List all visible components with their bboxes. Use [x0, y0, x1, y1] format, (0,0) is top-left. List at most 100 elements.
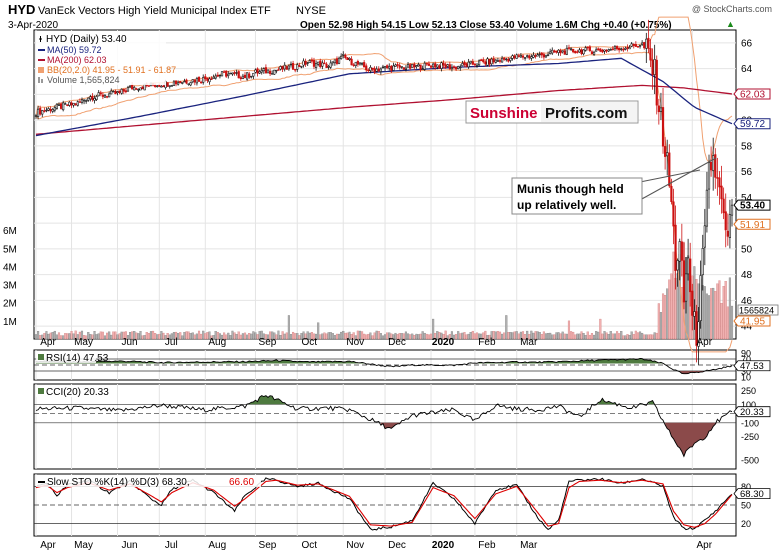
- candle-body: [730, 204, 734, 216]
- candle-body: [471, 61, 474, 65]
- candle-body: [363, 62, 366, 68]
- volume-bar: [710, 288, 713, 340]
- candle-body: [76, 101, 79, 106]
- candle-body: [406, 63, 410, 68]
- cci-tag-box: [733, 406, 771, 418]
- candle-body: [463, 61, 466, 65]
- candle-body: [291, 63, 295, 70]
- month-label: Dec: [388, 540, 406, 551]
- candle-body: [237, 71, 240, 79]
- candle-body: [275, 69, 278, 72]
- volume-bar: [64, 333, 67, 340]
- volume-bar: [653, 332, 656, 340]
- candle-body: [467, 61, 470, 68]
- candle-body: [306, 62, 309, 64]
- price-legend: HYD (Daily) 53.40 MA(50) 59.72 MA(200) 6…: [36, 31, 176, 85]
- candle-body: [421, 68, 424, 70]
- month-label: Aug: [208, 337, 226, 348]
- candle-body: [528, 55, 531, 59]
- volume-bar: [108, 331, 111, 340]
- volume-bar: [465, 334, 468, 340]
- candle-body: [285, 66, 288, 70]
- volume-bar: [74, 330, 77, 340]
- candle-body: [714, 154, 717, 178]
- volume-bar: [595, 331, 598, 340]
- volume-bar: [392, 334, 395, 340]
- candle-body: [360, 63, 364, 65]
- month-label: Oct: [301, 337, 317, 348]
- candle-body: [613, 46, 617, 50]
- month-label: Apr: [697, 540, 713, 551]
- volume-bar: [515, 331, 518, 340]
- volume-bar: [413, 335, 416, 340]
- candle-body: [496, 60, 500, 62]
- volume-bar: [716, 283, 719, 340]
- candle-body: [162, 85, 165, 87]
- price-tick-label: 48: [741, 270, 753, 281]
- volume-bar: [340, 331, 343, 340]
- candle-body: [636, 46, 640, 48]
- candle-body: [197, 77, 201, 82]
- candle-body: [294, 69, 297, 71]
- volume-bar: [99, 331, 102, 340]
- candle-body: [523, 57, 527, 59]
- month-label: Aug: [208, 540, 226, 551]
- candle-body: [538, 53, 541, 56]
- candle-body: [340, 55, 343, 59]
- candle-body: [59, 103, 63, 109]
- candle-body: [661, 107, 665, 147]
- candle-body: [607, 49, 610, 52]
- candle-body: [526, 55, 529, 57]
- volume-bar: [480, 333, 483, 340]
- candle-body: [584, 47, 587, 51]
- candle-body: [202, 77, 205, 83]
- volume-bar: [517, 333, 520, 340]
- candle-body: [187, 83, 190, 85]
- volume-tick-label: 1M: [3, 317, 17, 328]
- candle-body: [452, 66, 456, 68]
- candle-body: [588, 46, 591, 51]
- candle-body: [442, 62, 445, 66]
- volume-bar: [417, 334, 420, 340]
- candle-body: [549, 51, 552, 54]
- candle-body: [72, 102, 75, 106]
- volume-bar: [250, 333, 253, 340]
- candle-body: [189, 82, 192, 86]
- candle-body: [231, 72, 234, 75]
- candle-body: [220, 71, 224, 77]
- volume-bar: [233, 332, 236, 340]
- volume-bar: [511, 332, 514, 340]
- candle-body: [120, 88, 123, 94]
- candle-body: [99, 92, 102, 95]
- candle-body: [492, 58, 495, 63]
- candle-body: [300, 66, 303, 68]
- volume-bar: [423, 332, 426, 340]
- volume-bar: [195, 333, 198, 340]
- candle-body: [565, 47, 568, 55]
- month-label: Feb: [478, 540, 496, 551]
- volume-bar: [436, 331, 439, 340]
- volume-bar: [519, 331, 522, 340]
- price-tick-label: 46: [741, 296, 753, 307]
- volume-bar: [421, 331, 424, 340]
- stockcharts-credit[interactable]: @ StockCharts.com: [692, 4, 772, 14]
- legend-ma50: MA(50) 59.72: [47, 45, 102, 55]
- candle-body: [676, 260, 679, 271]
- volume-bar: [183, 332, 186, 340]
- volume-bar: [231, 330, 234, 340]
- axis-labels: 666462605856545250484644AprAprMayMayJunJ…: [3, 38, 779, 551]
- volume-bar: [409, 334, 412, 340]
- candle-body: [429, 65, 433, 68]
- volume-bar: [214, 331, 217, 340]
- volume-bar: [225, 334, 228, 340]
- volume-bar: [85, 335, 88, 340]
- rsi-line: [35, 357, 733, 375]
- volume-bar: [325, 333, 328, 340]
- volume-bar: [174, 331, 178, 340]
- volume-bar: [210, 335, 213, 340]
- candle-body: [540, 52, 543, 56]
- volume-bar: [388, 332, 391, 340]
- volume-bar: [618, 333, 621, 340]
- volume-bar: [135, 332, 138, 340]
- volume-bar: [83, 335, 86, 340]
